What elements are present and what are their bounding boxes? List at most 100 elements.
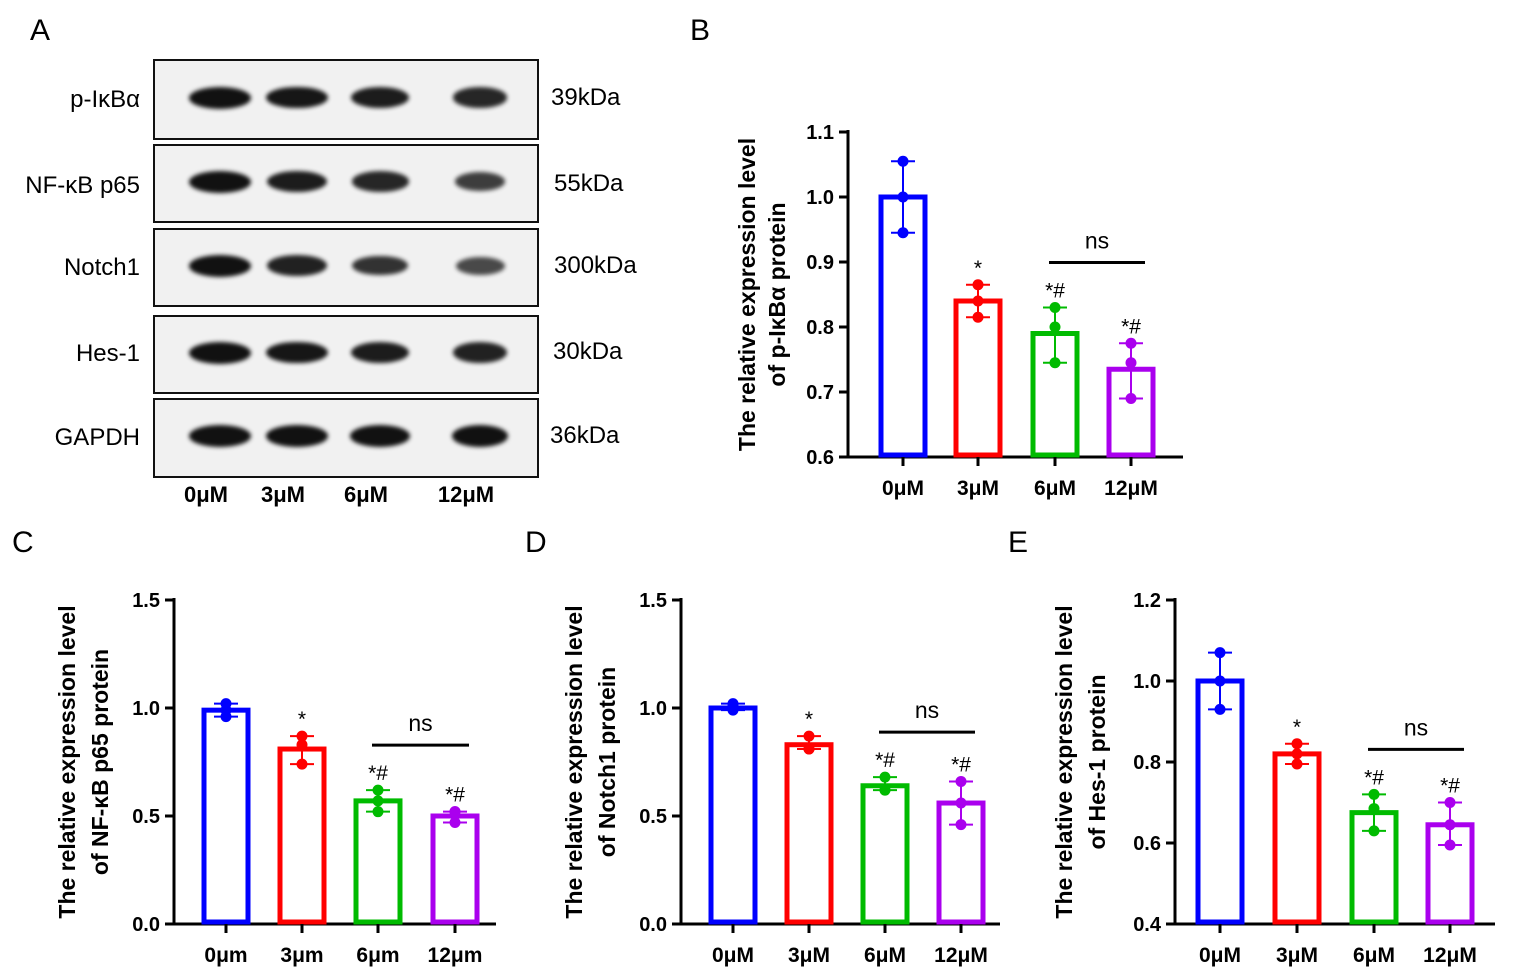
y-tick-label: 0.7 [806,382,834,404]
y-tick-label: 0.0 [132,914,160,936]
panel-label-d: D [525,526,547,559]
y-tick-label: 1.1 [806,122,834,144]
ns-label: ns [915,697,939,723]
blot-strip-2 [153,228,539,307]
blot-lane-label: 3μM [260,482,306,507]
x-tick-label: 3μm [280,944,323,967]
data-point [1291,748,1303,760]
x-tick-label: 3μM [1276,944,1318,967]
y-tick-label: 1.0 [132,698,160,720]
data-point [220,711,232,723]
data-point [972,311,984,323]
protein-band [266,425,328,447]
significance-mark: *# [368,762,388,785]
data-point [1125,393,1137,404]
data-point [1444,839,1456,851]
y-axis-label: of Notch1 protein [594,667,620,857]
data-point [449,806,461,818]
y-tick-label: 1.5 [132,590,160,612]
y-tick-label: 0.8 [806,317,834,339]
y-tick-label: 1.0 [639,698,667,720]
panel-label-c: C [12,526,34,559]
bar [353,798,403,925]
protein-band [350,86,410,109]
protein-band [453,342,507,363]
bar [1195,678,1245,925]
data-point [803,743,815,755]
data-point [1125,357,1137,369]
blot-lane-label: 0μM [183,482,229,507]
x-tick-label: 3μM [957,477,999,500]
significance-mark: *# [951,753,971,776]
y-tick-label: 1.2 [1133,590,1161,612]
bar [277,746,327,925]
x-tick-label: 6μM [1034,477,1076,500]
data-point [296,730,308,742]
y-tick-label: 0.6 [806,447,834,469]
data-point [1291,758,1303,770]
protein-band [453,87,507,108]
data-point [879,784,891,796]
x-tick-label: 6μM [864,944,906,967]
protein-band [352,255,408,276]
data-point [372,806,384,818]
data-point [1214,675,1226,687]
ns-label: ns [1404,714,1428,740]
y-axis-label: of NF-κB p65 protein [87,649,113,875]
significance-mark: *# [875,749,895,772]
data-point [803,730,815,742]
ns-label: ns [408,710,432,736]
bar [708,705,758,925]
significance-mark: *# [1121,315,1141,338]
panel-label-a: A [30,14,51,47]
protein-band [189,425,251,447]
y-tick-label: 1.5 [639,590,667,612]
y-axis-label: of p-IκBα protein [764,202,790,386]
protein-band [452,425,508,447]
data-point [955,819,967,831]
data-point [1291,738,1303,750]
bar [430,813,480,925]
x-tick-label: 0μM [1199,944,1241,967]
protein-band [350,341,410,364]
data-point [1368,788,1380,800]
protein-band [266,170,328,193]
blot-strip-1 [153,144,539,223]
y-tick-label: 0.9 [806,252,834,274]
blot-protein-label: GAPDH [54,424,140,451]
y-tick-label: 0.5 [132,806,160,828]
y-tick-label: 1.0 [806,187,834,209]
protein-band [189,170,251,193]
data-point [879,771,891,783]
y-tick-label: 0.4 [1133,914,1162,936]
protein-band [266,341,328,364]
x-tick-label: 12μM [1423,944,1477,967]
significance-mark: *# [1364,766,1384,789]
data-point [1214,647,1226,659]
data-point [1049,321,1061,333]
data-point [1444,819,1456,831]
significance-mark: * [974,257,982,280]
bar [953,298,1003,458]
blot-protein-label: NF-κB p65 [25,172,140,199]
data-point [897,227,909,239]
data-point [727,698,739,710]
data-point [955,797,967,809]
x-tick-label: 6μM [1353,944,1395,967]
x-tick-label: 0μM [882,477,924,500]
significance-mark: *# [1440,775,1460,798]
blot-strip-3 [153,315,539,394]
x-tick-label: 12μM [1104,477,1158,500]
data-point [1049,357,1061,369]
data-point [955,775,967,787]
data-point [1214,703,1226,715]
x-tick-label: 0μM [712,944,754,967]
data-point [1444,797,1456,808]
blot-size-label: 55kDa [554,170,624,197]
x-tick-label: 3μM [788,944,830,967]
significance-mark: * [298,708,306,731]
data-point [372,795,384,807]
x-tick-label: 0μm [204,944,247,967]
